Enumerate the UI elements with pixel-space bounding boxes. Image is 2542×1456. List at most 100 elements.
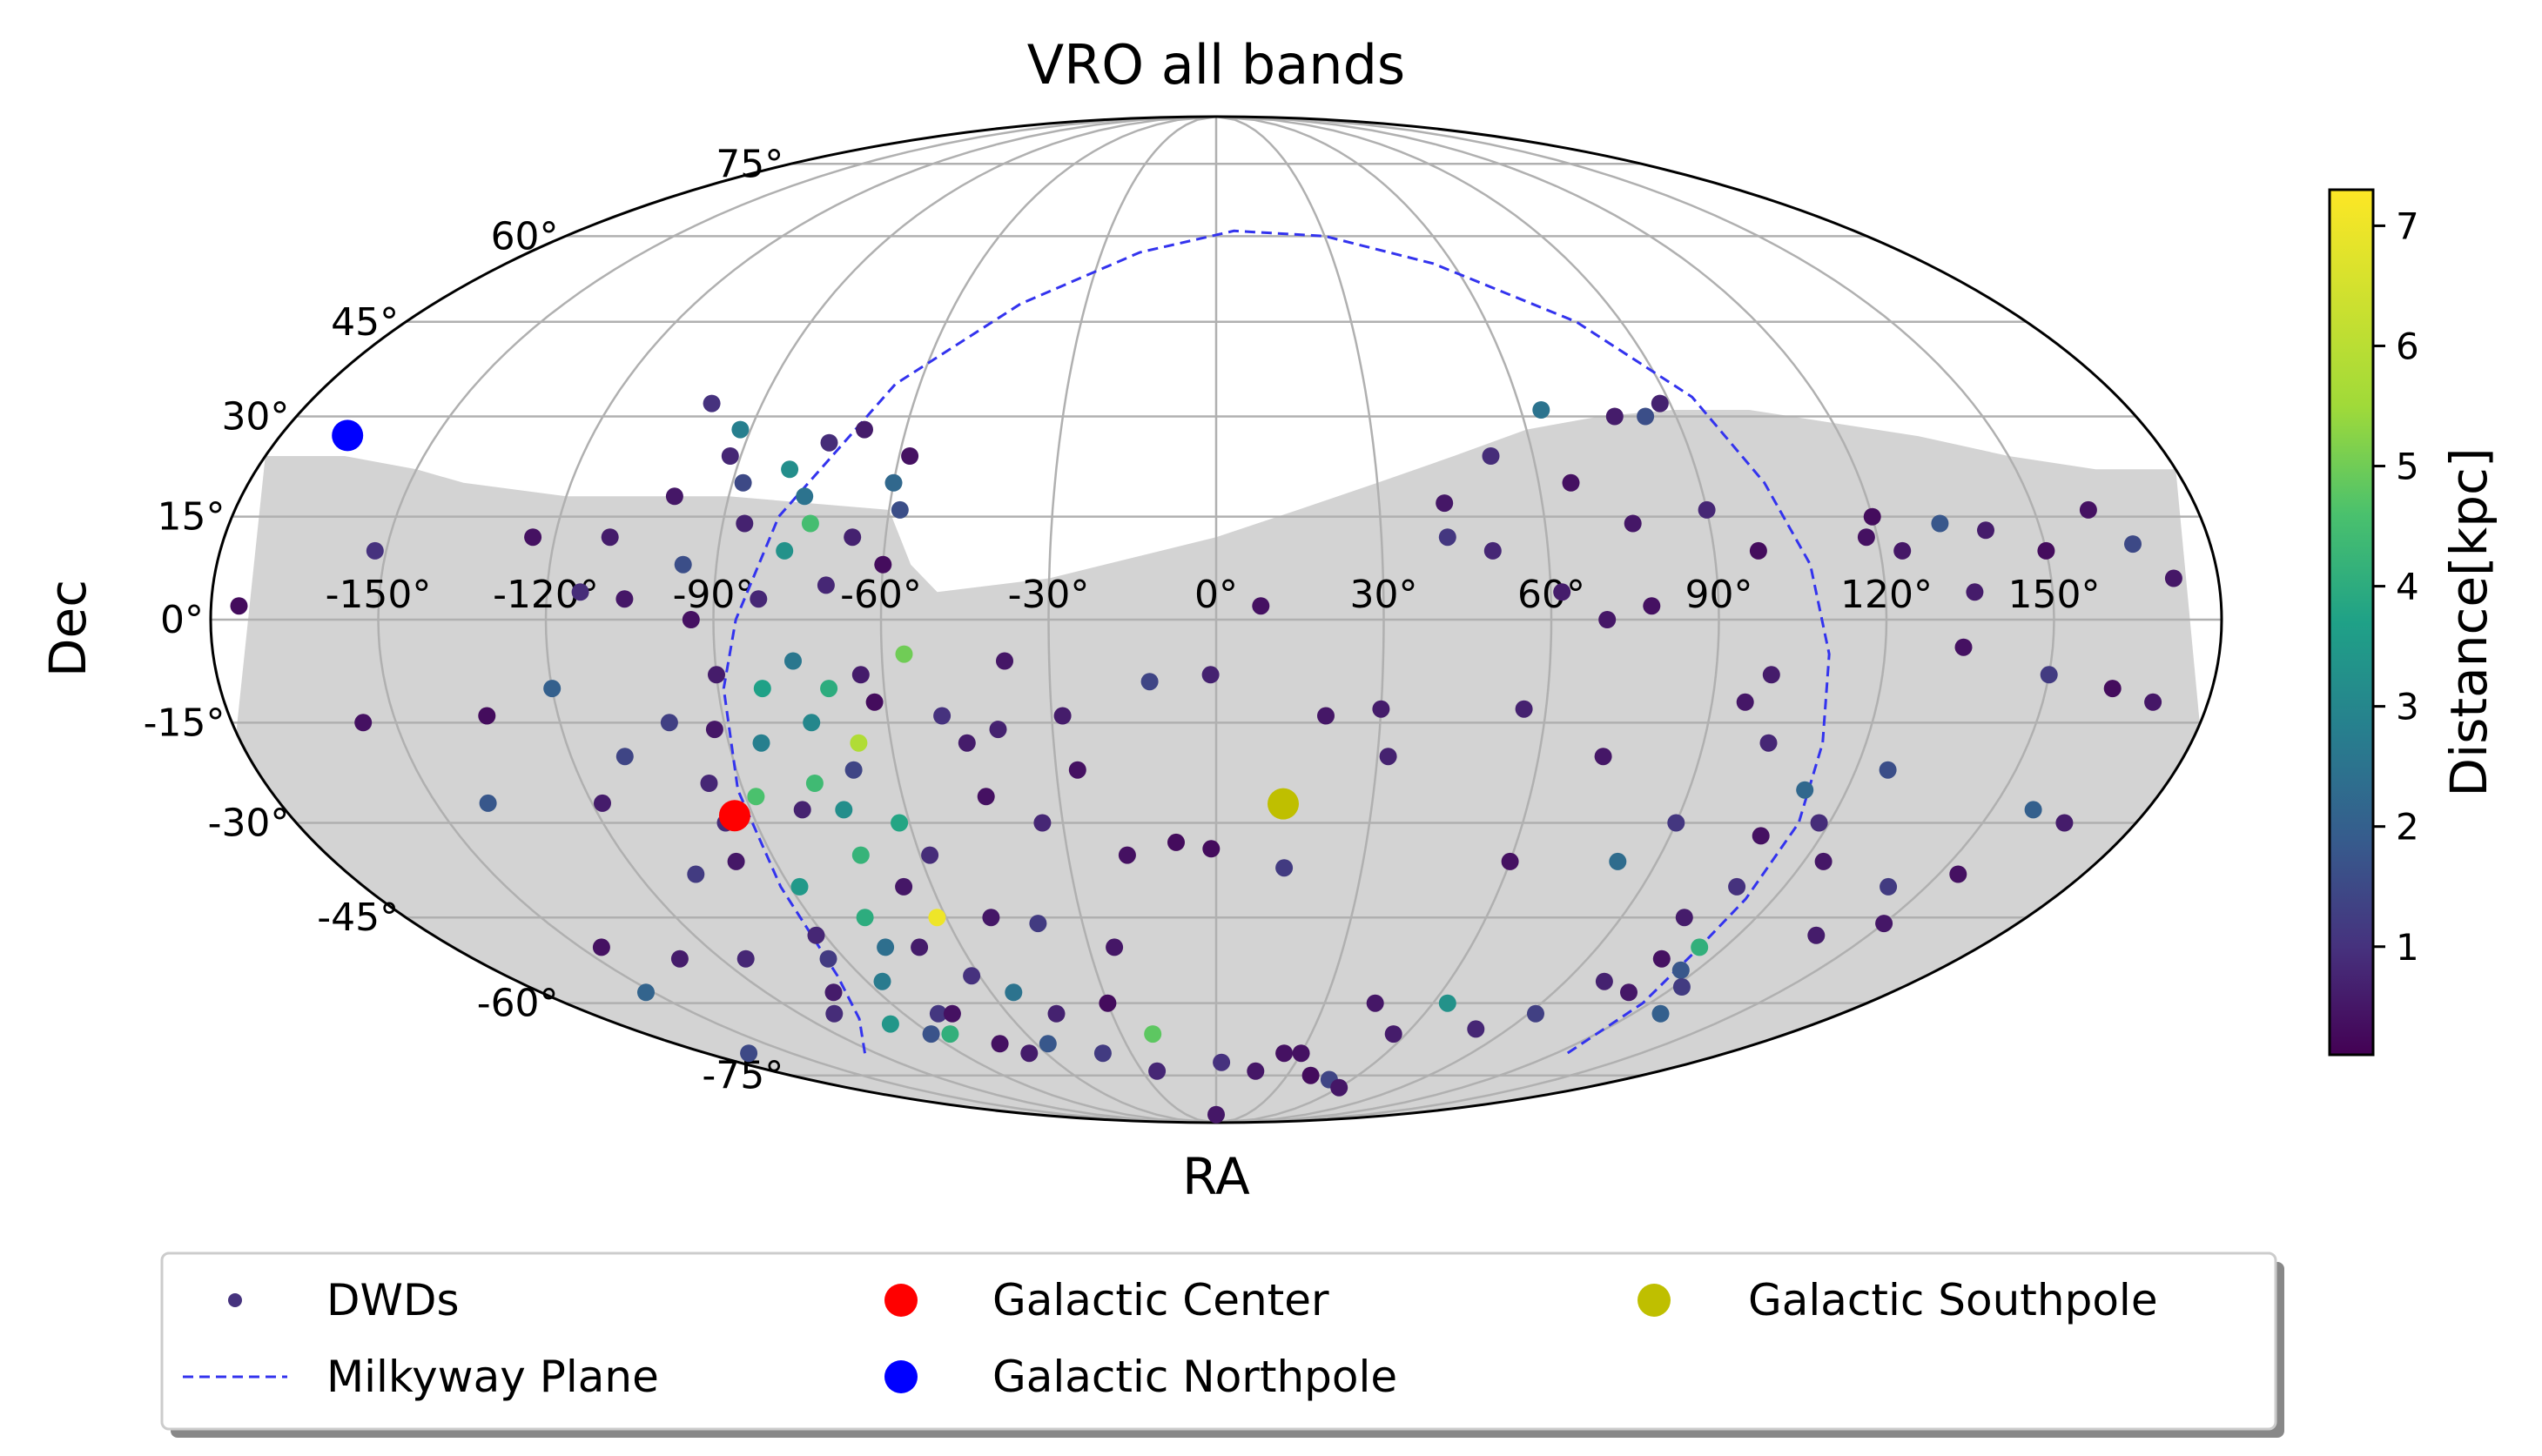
dwd-point <box>1879 761 1897 779</box>
dwd-point <box>1736 693 1754 711</box>
dwd-point <box>1672 978 1691 996</box>
dwd-point <box>819 949 837 968</box>
dwd-point <box>790 877 809 896</box>
dwd-point <box>776 541 794 560</box>
dwd-point <box>850 734 868 752</box>
dwd-point <box>2144 693 2162 711</box>
colorbar-ticks: 1 2 3 4 5 6 7 <box>2373 205 2419 969</box>
dwd-point <box>891 814 909 832</box>
dwd-point <box>594 794 611 812</box>
dwd-point <box>1483 541 1502 560</box>
dwd-point <box>727 852 745 870</box>
dwd-point <box>881 1015 899 1033</box>
dwd-point <box>1691 938 1709 956</box>
dec-tick-label: 0° <box>160 598 204 642</box>
legend-galactic-center-marker <box>884 1284 918 1317</box>
dwd-point <box>674 555 692 574</box>
dwd-point <box>1949 865 1967 883</box>
dwd-point <box>856 909 874 927</box>
dwd-point <box>844 761 863 779</box>
legend: DWDs Milkyway Plane Galactic Center Galacti… <box>160 1251 2277 1431</box>
dec-tick-label: 60° <box>491 214 559 258</box>
colorbar: 1 2 3 4 5 6 7 Distance[kpc] <box>2328 188 2498 1057</box>
dwd-point <box>752 734 770 752</box>
dwd-point <box>873 972 891 990</box>
colorbar-tick-label: 2 <box>2396 806 2419 849</box>
dwd-point <box>1931 514 1949 533</box>
dwd-point <box>781 460 799 479</box>
dwd-point <box>835 801 853 819</box>
dwd-point <box>1810 814 1828 832</box>
dwd-point <box>734 473 752 492</box>
dwd-point <box>1482 447 1500 465</box>
dwd-point <box>1637 407 1655 426</box>
dec-tick-label: 75° <box>716 142 783 186</box>
dwd-point <box>851 846 870 864</box>
dwd-point <box>820 680 838 698</box>
dwd-point <box>1671 961 1690 979</box>
dwd-point <box>901 447 919 465</box>
dwd-point <box>1667 814 1685 832</box>
dwd-point <box>1275 1044 1294 1063</box>
dwd-point <box>1384 1025 1402 1043</box>
dwd-point <box>891 500 909 519</box>
colorbar-label: Distance[kpc] <box>2439 447 2498 796</box>
dwd-point <box>793 801 811 819</box>
dwd-point <box>801 514 819 533</box>
dwd-point <box>1752 827 1770 845</box>
dwd-point <box>687 865 705 883</box>
dwd-point <box>1807 926 1826 944</box>
dwd-point <box>1467 1020 1485 1038</box>
dwd-point <box>991 1035 1009 1053</box>
dwd-point <box>747 788 765 806</box>
dwd-point <box>895 877 913 896</box>
dwd-point <box>750 590 768 608</box>
dwd-point <box>2079 500 2097 519</box>
dwd-point <box>982 909 1000 927</box>
y-axis-label: Dec <box>38 580 98 677</box>
dwd-point <box>1527 1004 1544 1023</box>
legend-galactic-southpole-marker <box>1638 1284 1671 1317</box>
dwd-point <box>1202 840 1221 858</box>
dwd-point <box>1372 700 1390 718</box>
dwd-point <box>2040 666 2058 684</box>
dwd-point <box>2124 535 2142 554</box>
dwd-point <box>1020 1044 1039 1063</box>
dwd-point <box>1620 983 1638 1002</box>
dwd-point <box>1093 1044 1112 1063</box>
galactic-markers <box>332 419 1299 832</box>
dec-tick-label: -30° <box>208 801 290 845</box>
dwd-point <box>736 949 755 968</box>
dwd-point <box>1005 983 1023 1002</box>
ra-tick-label: -90° <box>673 573 755 617</box>
dwd-point <box>929 1004 947 1023</box>
dwd-point <box>1317 707 1335 725</box>
dwd-point <box>1106 938 1124 956</box>
dwd-point <box>805 775 824 792</box>
dwd-point <box>963 967 981 985</box>
dec-tick-label: 15° <box>157 495 225 540</box>
colorbar-tick-label: 1 <box>2396 926 2419 969</box>
dec-tick-label: 30° <box>221 395 289 439</box>
dwd-point <box>1053 707 1072 725</box>
dwd-point <box>1762 666 1780 684</box>
dwd-point <box>670 949 689 968</box>
dwd-point <box>844 528 862 547</box>
dwd-point <box>807 926 825 944</box>
ra-tick-label: 30° <box>1350 573 1418 617</box>
dwd-point <box>1201 666 1220 684</box>
dwd-point <box>753 680 771 698</box>
dwd-point <box>921 846 939 864</box>
dec-tick-label: 45° <box>331 300 399 345</box>
dwd-point <box>740 1044 758 1063</box>
dwd-point <box>1140 673 1159 691</box>
dwd-point <box>1562 473 1580 492</box>
dwd-point <box>571 583 589 601</box>
dwd-point <box>943 1004 961 1023</box>
ra-tick-label: 90° <box>1685 573 1753 617</box>
ra-tick-label: 150° <box>2008 573 2101 617</box>
dec-tick-label: -75° <box>702 1054 783 1098</box>
legend-box <box>160 1251 2277 1431</box>
dwd-point <box>682 611 700 628</box>
dwd-point <box>922 1025 940 1043</box>
